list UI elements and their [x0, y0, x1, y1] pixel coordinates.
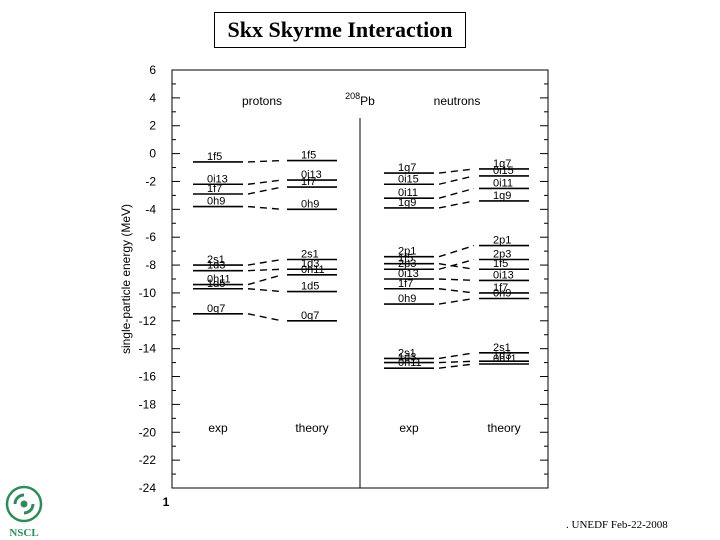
level-label: 2p3 — [493, 248, 511, 260]
y-tick-label: -6 — [145, 230, 156, 244]
connector-line — [438, 352, 475, 360]
level-label: 0i13 — [301, 169, 322, 181]
level-label: 1f7 — [207, 183, 222, 195]
level-label: 0h11 — [207, 274, 231, 286]
nscl-logo: NSCL — [2, 484, 46, 540]
level-label: 0h9 — [301, 198, 319, 210]
column-label-exp: exp — [399, 421, 419, 435]
level-label: 0i11 — [493, 177, 513, 189]
connector-line — [247, 186, 283, 195]
connector-line — [438, 175, 475, 185]
level-label: 0h11 — [493, 353, 517, 365]
level-label: 1d3 — [493, 350, 511, 362]
section-label-neutrons: neutrons — [434, 94, 481, 108]
connector-line — [438, 262, 475, 270]
logo-text: NSCL — [9, 527, 38, 539]
level-label: 1g9 — [493, 190, 511, 202]
connector-line — [247, 159, 283, 163]
connector-line — [438, 297, 475, 305]
y-tick-label: -18 — [139, 397, 157, 411]
connector-line — [438, 363, 475, 369]
y-tick-label: -22 — [139, 453, 157, 467]
footer-note: . UNEDF Feb-22-2008 — [566, 519, 668, 531]
level-label: 1d3 — [398, 352, 416, 364]
level-label: 0g7 — [207, 303, 225, 315]
level-label: 1g7 — [398, 162, 416, 174]
y-tick-label: -8 — [145, 258, 156, 272]
level-label: 1f5 — [398, 253, 413, 265]
y-tick-label: 6 — [149, 63, 156, 77]
connector-line — [438, 258, 475, 270]
level-label: 2p1 — [398, 246, 416, 258]
x-tick-label: 1 — [163, 495, 170, 509]
level-label: 1f5 — [301, 150, 316, 162]
column-label-exp: exp — [208, 421, 228, 435]
y-tick-label: -24 — [139, 481, 157, 495]
connector-line — [247, 288, 283, 293]
level-label: 1d5 — [207, 278, 225, 290]
level-label: 0h11 — [398, 357, 422, 369]
level-label: 0h9 — [398, 293, 416, 305]
y-axis-label: single-particle energy (MeV) — [119, 204, 133, 354]
level-label: 1f7 — [493, 282, 508, 294]
y-tick-label: -14 — [139, 342, 157, 356]
nucleus-label: 208Pb — [345, 91, 375, 108]
y-tick-label: 2 — [149, 119, 156, 133]
y-tick-label: -16 — [139, 370, 157, 384]
connector-line — [438, 288, 475, 294]
level-label: 1f5 — [493, 258, 508, 270]
y-tick-label: -10 — [139, 286, 157, 300]
y-tick-label: 0 — [149, 147, 156, 161]
level-label: 0i11 — [398, 187, 418, 199]
section-label-protons: protons — [242, 94, 282, 108]
connector-line — [247, 268, 283, 272]
level-label: 1g9 — [398, 197, 416, 209]
level-label: 0i13 — [207, 173, 228, 185]
level-label: 1f7 — [301, 176, 316, 188]
level-label: 0h9 — [207, 196, 225, 208]
column-label-theory: theory — [295, 421, 328, 435]
level-label: 2p1 — [493, 235, 511, 247]
column-label-theory: theory — [487, 421, 520, 435]
connector-line — [438, 244, 475, 258]
connector-line — [438, 360, 475, 364]
level-label: 1f7 — [398, 278, 413, 290]
level-label: 0i13 — [493, 269, 514, 281]
y-tick-label: -12 — [139, 314, 157, 328]
level-label: 0g7 — [301, 310, 319, 322]
level-label: 2s1 — [398, 347, 416, 359]
level-label: 2s1 — [301, 248, 319, 260]
connector-line — [438, 187, 475, 199]
level-label: 1d3 — [301, 258, 319, 270]
level-label: 0i15 — [493, 165, 514, 177]
y-tick-label: -2 — [145, 174, 156, 188]
level-label: 2s1 — [493, 342, 511, 354]
connector-line — [438, 200, 475, 209]
chart-title: Skx Skyrme Interaction — [214, 12, 466, 48]
y-tick-label: 4 — [149, 91, 156, 105]
connector-line — [247, 179, 283, 185]
level-label: 0h9 — [493, 288, 511, 300]
y-tick-label: -20 — [139, 425, 157, 439]
connector-line — [247, 274, 283, 286]
level-label: 0i15 — [398, 173, 419, 185]
y-tick-label: -4 — [145, 202, 156, 216]
level-label: 2p3 — [398, 258, 416, 270]
level-label: 1f5 — [207, 151, 222, 163]
connector-line — [247, 258, 283, 266]
level-label: 1d5 — [301, 281, 319, 293]
connector-line — [247, 205, 283, 211]
level-label: 0i13 — [398, 268, 419, 280]
level-label: 0h11 — [301, 264, 325, 276]
connector-line — [438, 278, 475, 282]
level-label: 2s1 — [207, 254, 225, 266]
connector-line — [247, 313, 283, 322]
level-label: 1d3 — [207, 260, 225, 272]
level-label: 1g7 — [493, 158, 511, 170]
connector-line — [438, 168, 475, 174]
